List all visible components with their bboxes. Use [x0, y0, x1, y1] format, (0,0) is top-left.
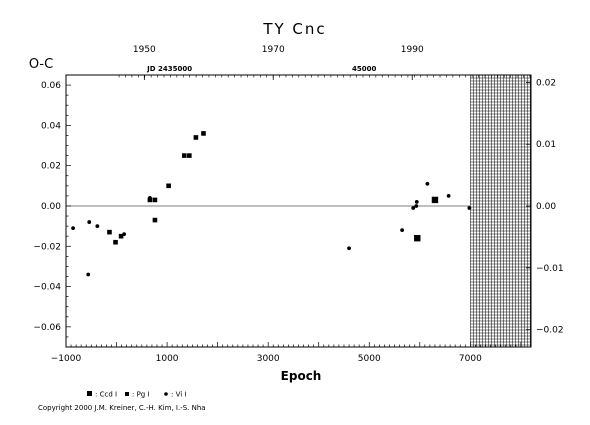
legend-label: : Pg I [132, 391, 150, 399]
y2-tick-label: −0.01 [536, 264, 564, 274]
axis-ticks: −1000 1000 3000 5000 7000 −0.06 −0.04 −0.02 0.00… [33, 45, 563, 364]
y2-tick-label: 0.02 [536, 78, 556, 88]
pg-point [166, 183, 171, 189]
jd-label: 45000 [352, 65, 376, 73]
pg-point [181, 153, 187, 158]
y-axis-label: O-C [29, 57, 53, 72]
y2-tick-label: 0.01 [536, 140, 556, 150]
x-tick-label: 3000 [257, 354, 280, 364]
vi-point [425, 181, 430, 186]
y-tick-label: 0.04 [41, 121, 61, 131]
vi-point [414, 200, 419, 204]
legend-label: : Vi I [171, 391, 186, 399]
x-tick-label: 1000 [156, 354, 179, 364]
y2-tick-label: 0.00 [536, 202, 556, 212]
vi-point [122, 232, 127, 237]
vi-point [400, 228, 405, 233]
y-tick-label: −0.02 [33, 242, 61, 252]
vi-point [467, 206, 472, 210]
x-tick-label: 7000 [459, 354, 482, 364]
y-tick-label: −0.04 [33, 283, 61, 293]
legend-ccd-marker [87, 391, 92, 396]
y-tick-label: 0.02 [41, 162, 61, 172]
jd-label: JD 2435000 [146, 65, 192, 73]
top-year-label: 1950 [133, 45, 156, 55]
vi-point [411, 206, 416, 210]
y2-tick-label: −0.02 [536, 326, 564, 336]
y-tick-label: −0.06 [33, 323, 61, 333]
top-year-label: 1990 [401, 45, 424, 55]
vi-point [95, 224, 100, 229]
vi-point [414, 204, 419, 208]
pg-point [147, 197, 153, 203]
legend-vi-marker [164, 392, 168, 396]
vi-point [446, 193, 451, 198]
pg-point [118, 233, 124, 239]
vi-point [86, 272, 91, 277]
top-year-label: 1970 [262, 45, 285, 55]
x-axis-label: Epoch [281, 369, 322, 383]
pg-point [113, 239, 118, 245]
legend-pg-marker [125, 392, 129, 396]
vi-point [347, 246, 351, 251]
pg-point [107, 229, 112, 235]
pg-point [152, 197, 158, 203]
ccd-point [431, 196, 439, 204]
copyright-note: Copyright 2000 J.M. Kreiner, C.-H. Kim, … [38, 404, 206, 412]
y-tick-label: 0.06 [41, 81, 61, 91]
vi-point [87, 220, 92, 224]
pg-point [201, 131, 206, 136]
data-points [71, 131, 472, 277]
x-tick-label: 5000 [358, 354, 381, 364]
legend-label: : Ccd I [95, 391, 117, 399]
ccd-point [414, 235, 421, 242]
legend: : Ccd I : Pg I : Vi I [87, 391, 186, 399]
hatched-region [470, 74, 531, 347]
x-tick-label: −1000 [51, 354, 82, 364]
chart-title: TY Cnc [262, 20, 326, 38]
pg-point [187, 153, 192, 158]
y-tick-label: 0.00 [41, 202, 61, 212]
vi-point [71, 226, 75, 231]
vi-point [148, 196, 152, 200]
pg-point [193, 135, 199, 140]
pg-point [152, 217, 158, 223]
